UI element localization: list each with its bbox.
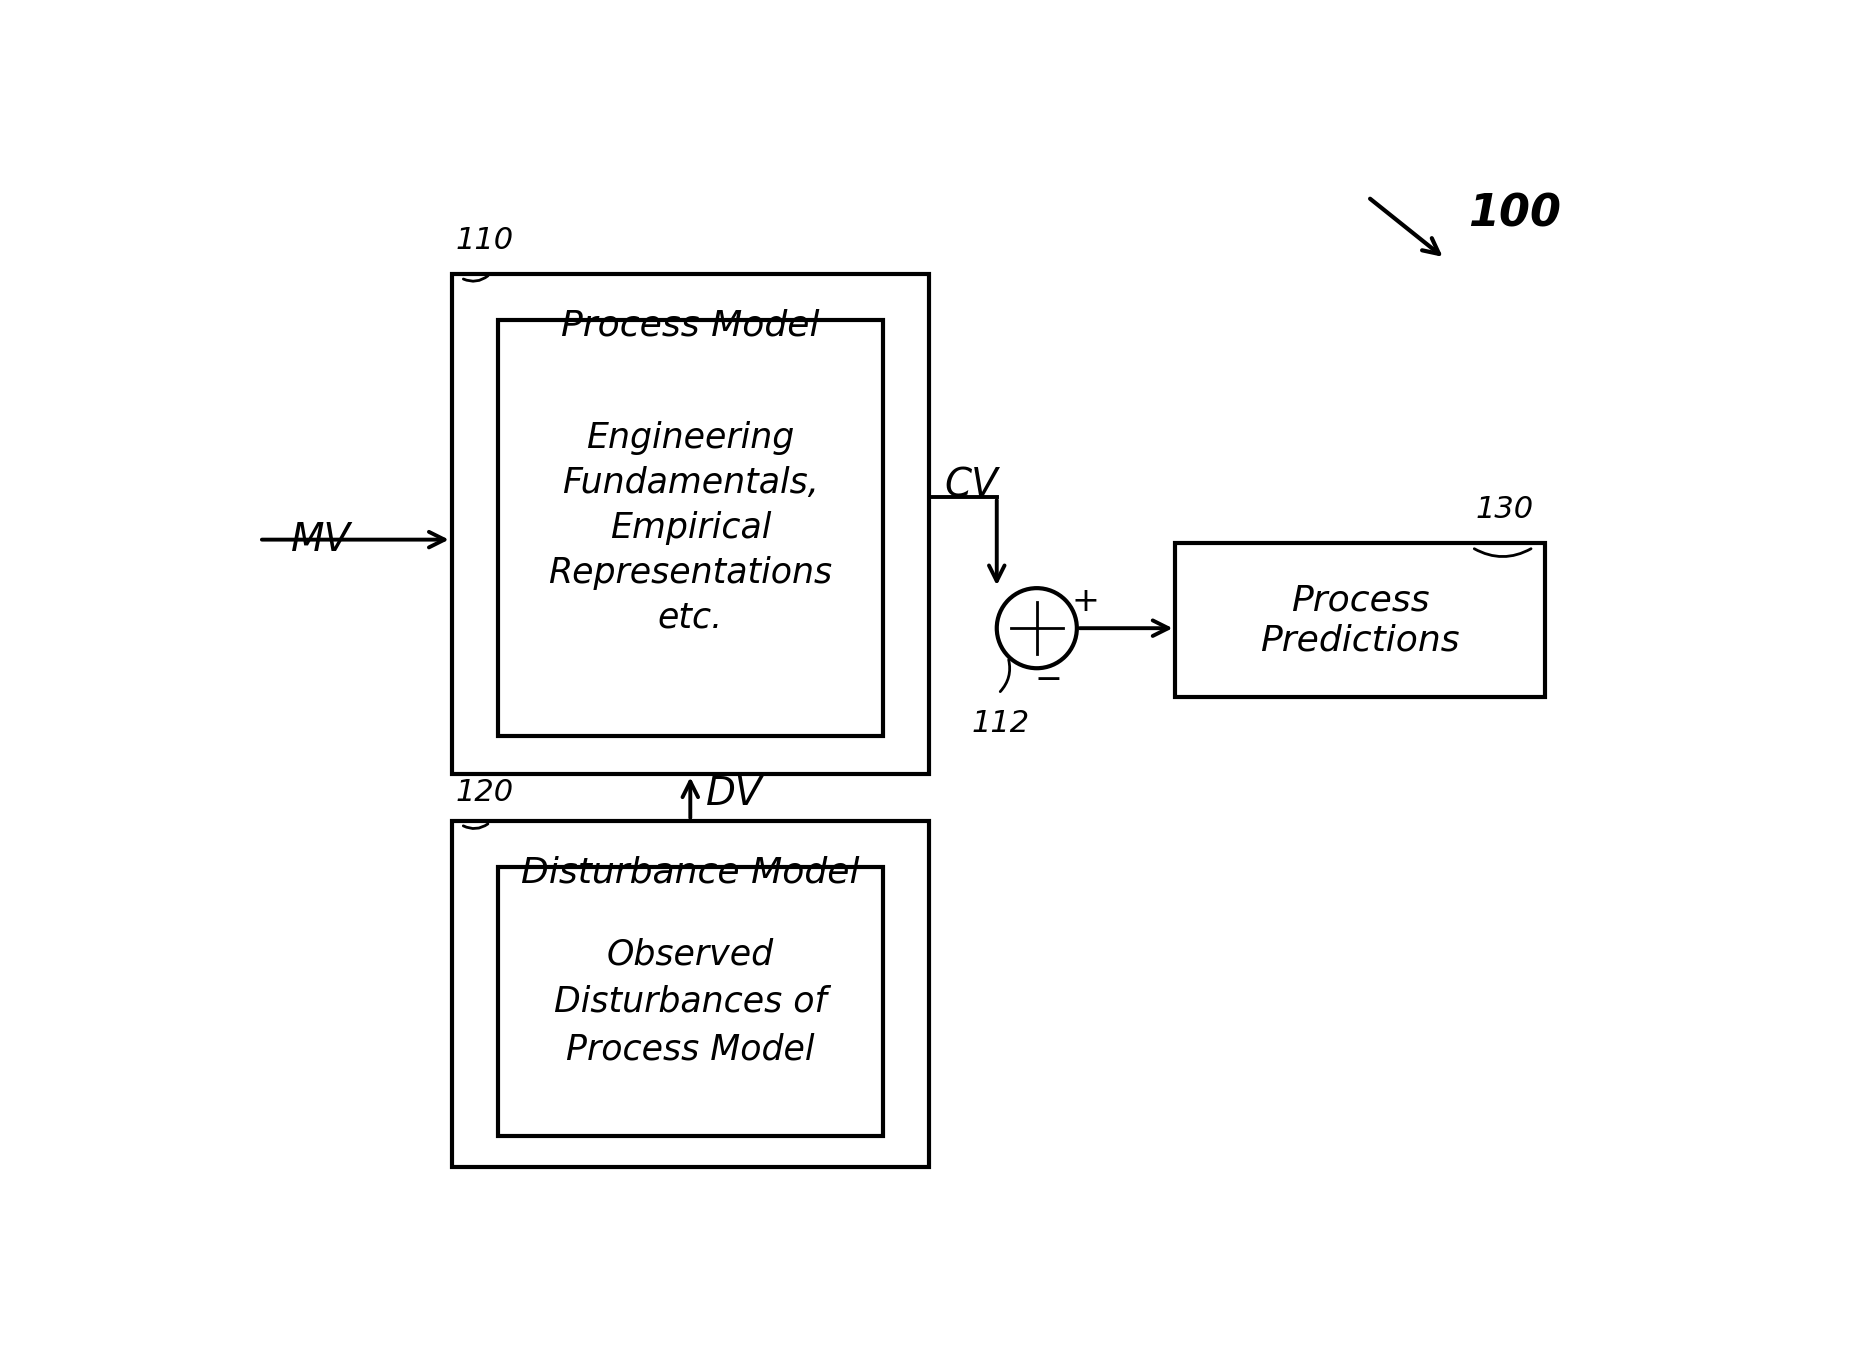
Text: +: + <box>1072 584 1099 617</box>
Text: DV: DV <box>705 775 763 812</box>
Text: 120: 120 <box>455 778 513 807</box>
Text: 130: 130 <box>1475 495 1534 524</box>
Text: Disturbance Model: Disturbance Model <box>520 855 859 889</box>
Text: 112: 112 <box>972 709 1029 738</box>
Text: Process Model: Process Model <box>561 309 820 343</box>
Text: 110: 110 <box>455 226 513 255</box>
Text: Process
Predictions: Process Predictions <box>1261 583 1460 657</box>
Text: −: − <box>1035 663 1062 696</box>
Text: Observed
Disturbances of
Process Model: Observed Disturbances of Process Model <box>553 937 827 1066</box>
Bar <box>452 820 929 1168</box>
Text: MV: MV <box>291 520 352 558</box>
Text: Engineering
Fundamentals,
Empirical
Representations
etc.: Engineering Fundamentals, Empirical Repr… <box>548 421 833 635</box>
Circle shape <box>996 589 1077 668</box>
Bar <box>452 274 929 774</box>
Text: 100: 100 <box>1468 192 1560 236</box>
Bar <box>498 320 883 735</box>
Bar <box>1175 543 1546 697</box>
Text: CV: CV <box>944 466 998 505</box>
Bar <box>498 867 883 1136</box>
